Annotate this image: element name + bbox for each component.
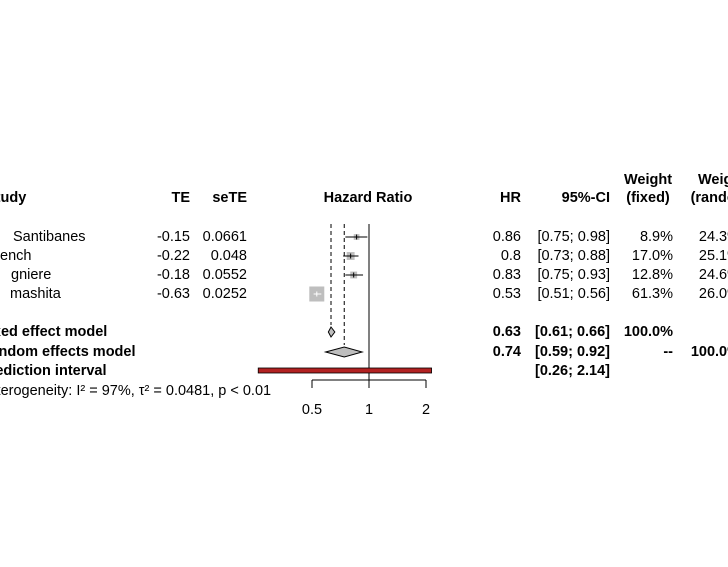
- te: -0.18: [157, 267, 190, 283]
- random-ci: [0.59; 0.92]: [535, 344, 610, 360]
- ci: [0.75; 0.93]: [537, 267, 610, 283]
- weight-random: 25.1%: [699, 248, 728, 264]
- te: -0.63: [157, 286, 190, 302]
- hr: 0.53: [493, 286, 521, 302]
- x-tick-label: 1: [365, 402, 373, 418]
- study-name: ench: [0, 248, 31, 264]
- sete: 0.0661: [203, 229, 247, 245]
- header: Hazard Ratio: [324, 190, 413, 206]
- te: -0.22: [157, 248, 190, 264]
- x-tick-label: 2: [422, 402, 430, 418]
- te: -0.15: [157, 229, 190, 245]
- header: seTE: [212, 190, 247, 206]
- fixed-hr: 0.63: [493, 324, 521, 340]
- fixed-ci: [0.61; 0.66]: [535, 324, 610, 340]
- weight-fixed: 61.3%: [632, 286, 673, 302]
- prediction-label: Prediction interval: [0, 363, 107, 379]
- heterogeneity: Heterogeneity: I² = 97%, τ² = 0.0481, p …: [0, 383, 271, 399]
- ci: [0.51; 0.56]: [537, 286, 610, 302]
- weight-fixed: 8.9%: [640, 229, 673, 245]
- hr: 0.8: [501, 248, 521, 264]
- random-weight-fixed: --: [663, 344, 673, 360]
- header: Weight: [624, 172, 672, 188]
- header: Weight: [698, 172, 728, 188]
- study-name: gniere: [11, 267, 51, 283]
- header: (random): [691, 190, 728, 206]
- fixed-label: Fixed effect model: [0, 324, 107, 340]
- weight-random: 24.6%: [699, 267, 728, 283]
- header: (fixed): [626, 190, 670, 206]
- x-tick-label: 0.5: [302, 402, 322, 418]
- random-diamond: [323, 346, 365, 358]
- hr: 0.83: [493, 267, 521, 283]
- header: Study: [0, 190, 26, 206]
- weight-random: 26.0%: [699, 286, 728, 302]
- hr: 0.86: [493, 229, 521, 245]
- prediction-bar: [257, 367, 432, 374]
- header: TE: [171, 190, 190, 206]
- sete: 0.048: [211, 248, 247, 264]
- random-hr: 0.74: [493, 344, 521, 360]
- ci: [0.75; 0.98]: [537, 229, 610, 245]
- fixed-diamond: [327, 326, 336, 338]
- header: 95%-CI: [562, 190, 610, 206]
- ci: [0.73; 0.88]: [537, 248, 610, 264]
- prediction-ci: [0.26; 2.14]: [535, 363, 610, 379]
- sete: 0.0252: [203, 286, 247, 302]
- study-name: mashita: [10, 286, 62, 302]
- random-label: Random effects model: [0, 344, 136, 360]
- weight-random: 24.3%: [699, 229, 728, 245]
- header: HR: [500, 190, 521, 206]
- sete: 0.0552: [203, 267, 247, 283]
- fixed-weight-fixed: 100.0%: [624, 324, 673, 340]
- study-name: Santibanes: [13, 229, 86, 245]
- weight-fixed: 17.0%: [632, 248, 673, 264]
- random-weight-random: 100.0%: [691, 344, 728, 360]
- weight-fixed: 12.8%: [632, 267, 673, 283]
